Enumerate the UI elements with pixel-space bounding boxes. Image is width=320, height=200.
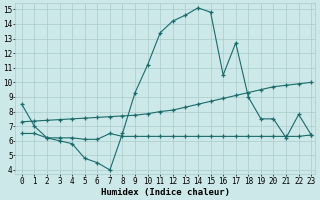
X-axis label: Humidex (Indice chaleur): Humidex (Indice chaleur) <box>101 188 230 197</box>
